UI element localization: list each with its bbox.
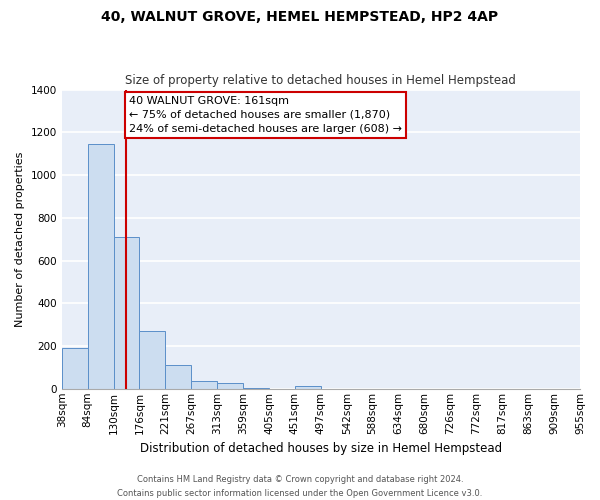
X-axis label: Distribution of detached houses by size in Hemel Hempstead: Distribution of detached houses by size … xyxy=(140,442,502,455)
Bar xyxy=(217,383,243,389)
Text: Contains HM Land Registry data © Crown copyright and database right 2024.
Contai: Contains HM Land Registry data © Crown c… xyxy=(118,476,482,498)
Bar xyxy=(62,348,88,389)
Bar xyxy=(139,331,166,389)
Text: 40, WALNUT GROVE, HEMEL HEMPSTEAD, HP2 4AP: 40, WALNUT GROVE, HEMEL HEMPSTEAD, HP2 4… xyxy=(101,10,499,24)
Bar xyxy=(243,388,269,389)
Title: Size of property relative to detached houses in Hemel Hempstead: Size of property relative to detached ho… xyxy=(125,74,516,87)
Bar xyxy=(88,144,113,389)
Text: 40 WALNUT GROVE: 161sqm
← 75% of detached houses are smaller (1,870)
24% of semi: 40 WALNUT GROVE: 161sqm ← 75% of detache… xyxy=(129,96,402,134)
Bar xyxy=(113,236,139,389)
Bar xyxy=(166,366,191,389)
Bar xyxy=(191,382,217,389)
Y-axis label: Number of detached properties: Number of detached properties xyxy=(15,152,25,327)
Bar xyxy=(295,386,321,389)
